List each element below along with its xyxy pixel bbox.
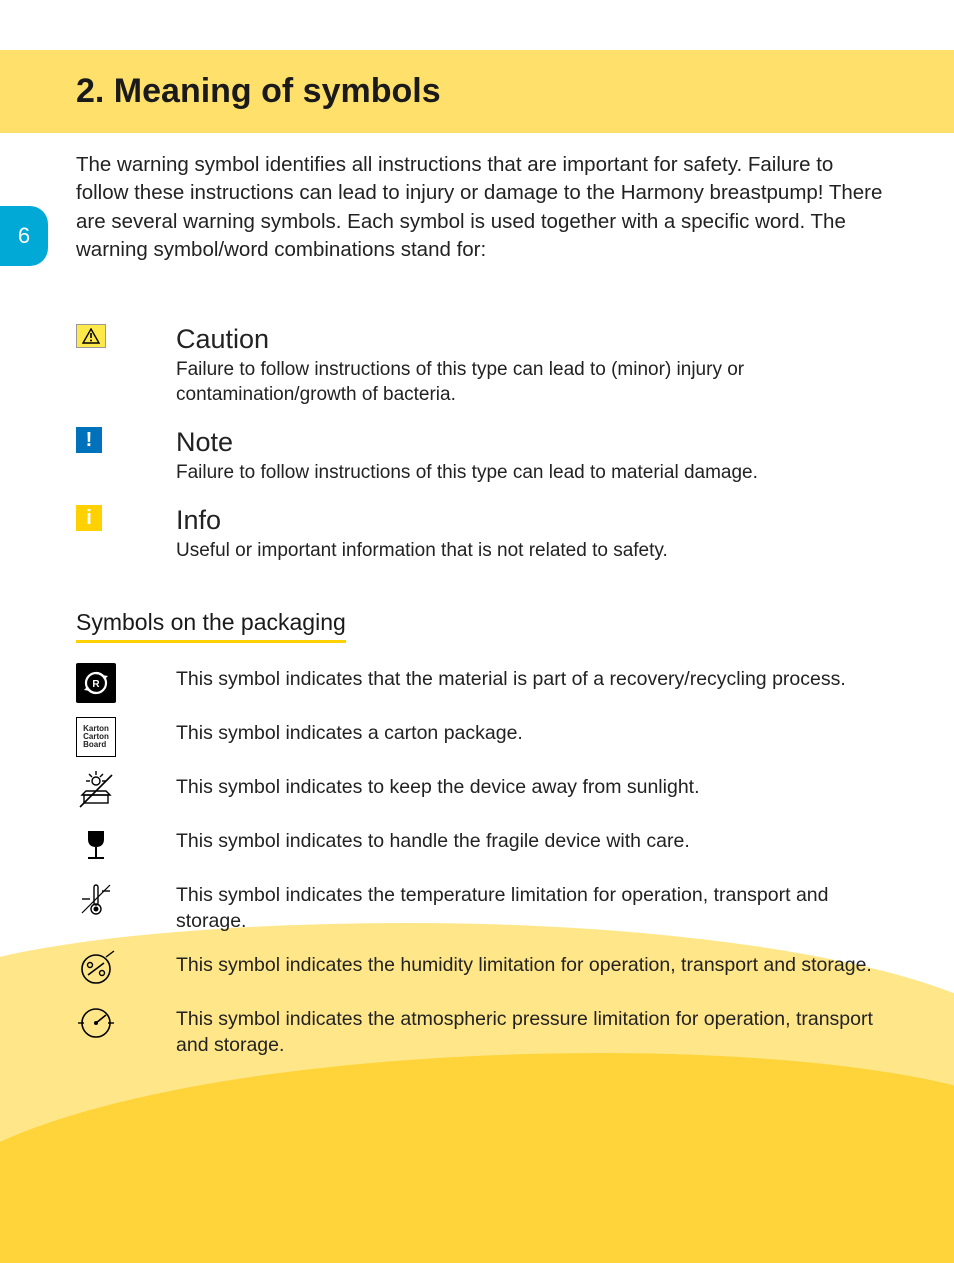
info-icon: i [76,505,176,531]
packaging-desc: This symbol indicates to keep the device… [176,771,700,801]
warning-row-info: i Info Useful or important information t… [76,505,884,563]
svg-text:R: R [92,679,100,690]
page-content: 2. Meaning of symbols 6 The warning symb… [0,50,954,1058]
warning-row-note: ! Note Failure to follow instructions of… [76,427,884,485]
packaging-subheading: Symbols on the packaging [76,609,346,643]
packaging-desc: This symbol indicates to handle the frag… [176,825,690,855]
packaging-row: This symbol indicates to handle the frag… [76,825,884,865]
fragile-icon [76,825,176,865]
packaging-symbol-list: R This symbol indicates that the materia… [0,643,954,1058]
warning-desc: Failure to follow instructions of this t… [176,460,758,485]
warning-label: Note [176,427,758,458]
warning-type-list: Caution Failure to follow instructions o… [0,264,954,563]
pressure-limit-icon [76,1003,176,1043]
warning-desc: Failure to follow instructions of this t… [176,357,884,407]
packaging-row: This symbol indicates the atmospheric pr… [76,1003,884,1058]
note-icon: ! [76,427,176,453]
recycle-icon: R [76,663,176,703]
packaging-row: Karton Carton Board This symbol indicate… [76,717,884,757]
packaging-row: This symbol indicates the humidity limit… [76,949,884,989]
packaging-desc: This symbol indicates a carton package. [176,717,523,747]
intro-paragraph: The warning symbol identifies all instru… [0,133,954,264]
packaging-row: R This symbol indicates that the materia… [76,663,884,703]
title-band: 2. Meaning of symbols [0,50,954,133]
warning-label: Caution [176,324,884,355]
humidity-limit-icon [76,949,176,989]
warning-label: Info [176,505,668,536]
packaging-desc: This symbol indicates the temperature li… [176,879,884,934]
packaging-row: This symbol indicates to keep the device… [76,771,884,811]
packaging-desc: This symbol indicates the atmospheric pr… [176,1003,884,1058]
temperature-limit-icon [76,879,176,919]
keep-from-sunlight-icon [76,771,176,811]
page-title: 2. Meaning of symbols [76,72,954,111]
page-number: 6 [18,223,30,249]
warning-desc: Useful or important information that is … [176,538,668,563]
packaging-row: This symbol indicates the temperature li… [76,879,884,934]
caution-icon [76,324,176,348]
packaging-desc: This symbol indicates the humidity limit… [176,949,872,979]
warning-row-caution: Caution Failure to follow instructions o… [76,324,884,407]
page-number-badge: 6 [0,206,48,266]
carton-icon: Karton Carton Board [76,717,176,757]
subheading-container: Symbols on the packaging [0,583,954,643]
packaging-desc: This symbol indicates that the material … [176,663,846,693]
